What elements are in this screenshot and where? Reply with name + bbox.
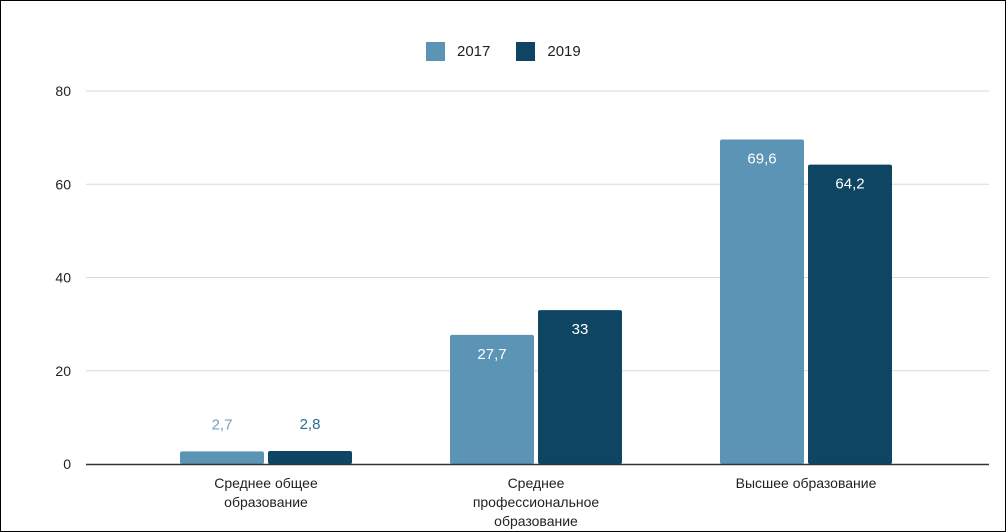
y-tick-label: 20: [55, 363, 71, 379]
category-label-line: образование: [224, 494, 308, 510]
data-label-2017-2: 69,6: [747, 150, 776, 167]
data-label-2017-0: 2,7: [212, 416, 233, 433]
bar-2019-0: [268, 450, 352, 464]
bar-2017-2: [720, 139, 804, 465]
category-label-0: Среднее общее образование: [214, 475, 318, 510]
y-tick-label: 0: [63, 456, 71, 472]
data-label-2019-0: 2,8: [300, 416, 321, 433]
legend-swatch-2019: [516, 41, 536, 61]
legend-label-2019: 2019: [547, 42, 581, 60]
legend: 2017 2019: [426, 41, 581, 61]
legend-swatch-2017: [426, 41, 445, 61]
bar-2017-0: [180, 451, 264, 464]
data-label-2019-1: 33: [572, 321, 589, 338]
legend-label-2017: 2017: [457, 42, 491, 60]
legend-item-2017: 2017: [426, 41, 491, 61]
category-label-line: Среднее общее: [214, 475, 318, 491]
y-tick-label: 80: [55, 83, 71, 99]
bar-2017-1: [450, 334, 534, 464]
data-label-2019-2: 64,2: [835, 176, 864, 193]
legend-item-2019: 2019: [516, 41, 581, 61]
y-tick-label: 60: [55, 176, 71, 192]
category-label-1: Среднее профессиональное образование: [473, 475, 600, 529]
y-tick-label: 40: [55, 270, 71, 286]
category-label-2: Высшее образование: [736, 475, 877, 491]
category-label-line: Среднее: [508, 475, 565, 491]
category-label-line: образование: [494, 513, 578, 529]
category-label-line: Высшее образование: [736, 475, 877, 491]
bar-2019-2: [808, 164, 892, 465]
data-label-2017-1: 27,7: [477, 346, 506, 363]
category-label-line: профессиональное: [473, 494, 600, 510]
bar-2019-1: [538, 310, 622, 464]
